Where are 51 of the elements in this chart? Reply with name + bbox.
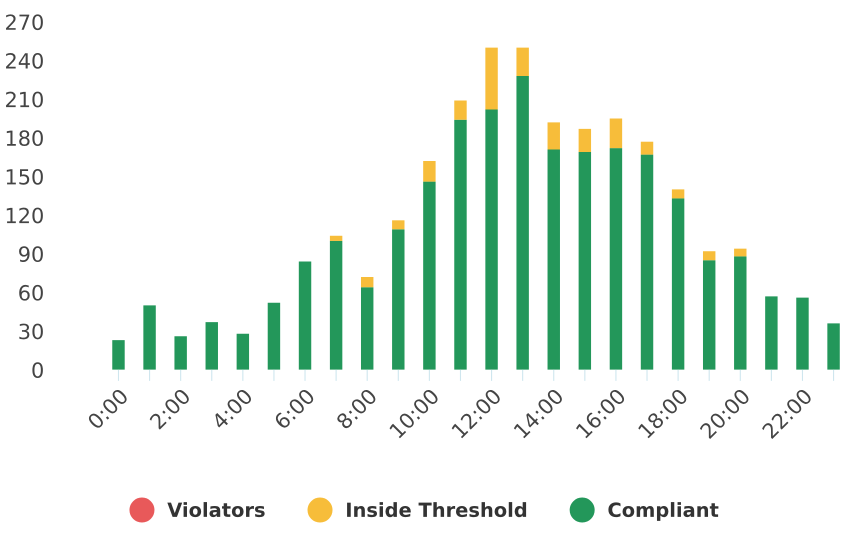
bar bbox=[298, 262, 312, 370]
bar bbox=[734, 248, 747, 256]
bar bbox=[640, 154, 654, 370]
y-tick-label: 120 bbox=[6, 208, 43, 224]
bar bbox=[112, 340, 125, 370]
bar bbox=[423, 182, 436, 370]
y-tick-label: 30 bbox=[19, 324, 43, 340]
bar bbox=[640, 142, 654, 155]
y-tick-label: 240 bbox=[6, 52, 43, 69]
legend-label: Violators bbox=[167, 502, 265, 518]
bar bbox=[360, 277, 374, 288]
bar bbox=[454, 120, 467, 370]
bar bbox=[827, 323, 840, 370]
bar bbox=[548, 149, 560, 370]
y-tick-label: 90 bbox=[19, 246, 43, 262]
bar bbox=[143, 305, 156, 370]
bar bbox=[516, 76, 529, 370]
bar bbox=[330, 236, 342, 241]
bar bbox=[610, 148, 622, 370]
bar bbox=[516, 48, 529, 76]
y-tick-label: 180 bbox=[6, 130, 43, 146]
bar bbox=[702, 251, 716, 260]
bar bbox=[454, 100, 467, 120]
bar bbox=[672, 198, 684, 370]
bar bbox=[702, 260, 716, 370]
bar bbox=[392, 229, 405, 370]
bar bbox=[796, 298, 809, 370]
bar bbox=[236, 334, 250, 370]
bar bbox=[765, 296, 778, 370]
y-tick-label: 210 bbox=[6, 92, 43, 108]
bar bbox=[174, 336, 187, 370]
y-tick-label: 60 bbox=[19, 284, 43, 301]
bar bbox=[392, 220, 405, 230]
bar bbox=[548, 122, 560, 150]
y-tick-label: 270 bbox=[6, 14, 43, 30]
bar bbox=[485, 109, 498, 370]
bar bbox=[578, 128, 592, 152]
bar bbox=[206, 322, 218, 370]
bar bbox=[268, 302, 280, 370]
bar bbox=[423, 161, 436, 182]
legend-label: Inside Threshold bbox=[347, 502, 526, 518]
bar bbox=[578, 152, 592, 370]
bar bbox=[360, 287, 374, 370]
bar bbox=[672, 189, 684, 198]
legend-label: Compliant bbox=[608, 502, 718, 521]
bar bbox=[330, 240, 342, 370]
y-tick-label: 0 bbox=[32, 362, 43, 378]
bar bbox=[610, 118, 622, 148]
bar bbox=[734, 256, 747, 370]
bar bbox=[485, 48, 498, 110]
y-tick-label: 150 bbox=[6, 168, 43, 185]
